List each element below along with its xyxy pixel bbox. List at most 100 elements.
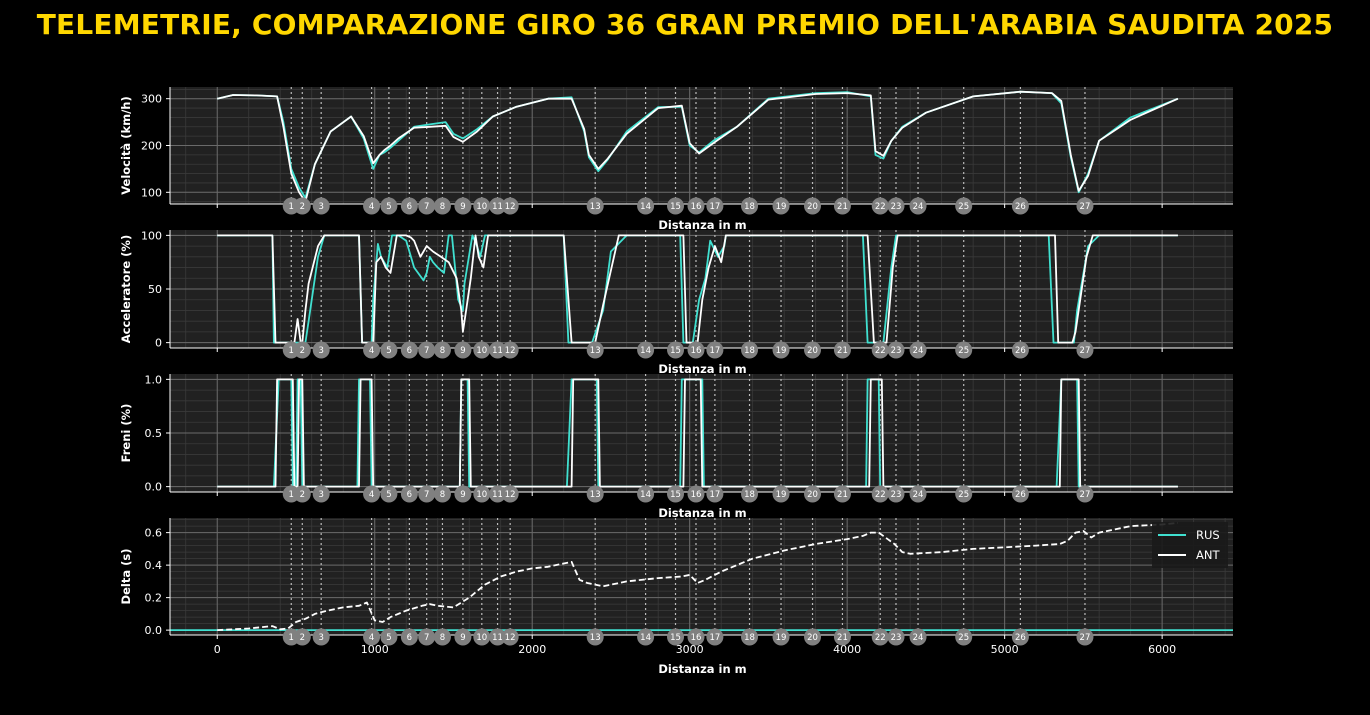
corner-marker-circle [363, 485, 381, 503]
corner-marker: 19 [772, 628, 790, 646]
corner-marker: 15 [667, 197, 685, 215]
corner-marker-circle [454, 485, 472, 503]
corner-label: 23 [891, 202, 902, 212]
corner-marker-circle [909, 341, 927, 359]
corner-label: 1 [289, 633, 294, 643]
legend: RUS ANT [1152, 522, 1228, 568]
corner-label: 27 [1080, 346, 1091, 356]
corner-marker-circle [687, 628, 705, 646]
corner-marker-circle [363, 197, 381, 215]
corner-marker: 9 [454, 485, 472, 503]
corner-label: 2 [300, 490, 305, 500]
corner-marker: 20 [804, 341, 822, 359]
corner-marker: 15 [667, 485, 685, 503]
corner-marker: 7 [418, 485, 436, 503]
corner-label: 12 [505, 490, 516, 500]
corner-marker: 4 [363, 628, 381, 646]
corner-marker: 4 [363, 341, 381, 359]
corner-marker-circle [418, 341, 436, 359]
x-axis-label: Distanza in m [658, 362, 746, 376]
corner-marker-circle [637, 197, 655, 215]
corner-label: 18 [744, 633, 755, 643]
corner-marker: 16 [687, 628, 705, 646]
corner-marker-circle [454, 341, 472, 359]
corner-marker-circle [741, 485, 759, 503]
corner-marker: 3 [312, 341, 330, 359]
corner-marker-circle [804, 197, 822, 215]
corner-marker-circle [473, 628, 491, 646]
corner-marker: 6 [400, 197, 418, 215]
corner-marker: 21 [833, 485, 851, 503]
y-axis-label: Velocità (km/h) [119, 96, 133, 194]
corner-marker-circle [833, 485, 851, 503]
corner-marker-circle [418, 485, 436, 503]
corner-label: 2 [300, 202, 305, 212]
corner-marker-circle [667, 485, 685, 503]
corner-label: 3 [318, 346, 323, 356]
corner-marker-circle [586, 485, 604, 503]
corner-marker: 8 [433, 485, 451, 503]
corner-marker: 19 [772, 341, 790, 359]
corner-label: 7 [424, 202, 429, 212]
corner-marker: 5 [380, 628, 398, 646]
corner-marker-circle [1076, 341, 1094, 359]
corner-marker-circle [887, 341, 905, 359]
corner-marker-circle [772, 628, 790, 646]
corner-marker-circle [1076, 485, 1094, 503]
corner-label: 21 [837, 346, 848, 356]
corner-marker-circle [833, 341, 851, 359]
corner-marker: 9 [454, 197, 472, 215]
corner-marker-circle [418, 628, 436, 646]
corner-label: 5 [386, 633, 391, 643]
corner-label: 11 [492, 490, 503, 500]
corner-marker: 16 [687, 341, 705, 359]
corner-marker-circle [312, 341, 330, 359]
corner-marker-circle [909, 485, 927, 503]
corner-marker: 26 [1011, 485, 1029, 503]
corner-marker-circle [637, 485, 655, 503]
corner-marker: 17 [706, 197, 724, 215]
corner-label: 4 [369, 202, 374, 212]
corner-marker-circle [887, 197, 905, 215]
corner-marker: 2 [293, 341, 311, 359]
corner-marker: 13 [586, 485, 604, 503]
x-tick-label: 4000 [833, 643, 861, 656]
y-tick-label: 0.0 [145, 624, 163, 637]
corner-marker: 7 [418, 628, 436, 646]
corner-marker: 7 [418, 341, 436, 359]
corner-label: 16 [691, 346, 702, 356]
corner-marker-circle [473, 197, 491, 215]
corner-marker-circle [312, 485, 330, 503]
corner-label: 18 [744, 202, 755, 212]
corner-label: 5 [386, 346, 391, 356]
corner-label: 22 [875, 490, 886, 500]
corner-marker-circle [955, 197, 973, 215]
corner-label: 26 [1015, 346, 1026, 356]
corner-marker-circle [418, 197, 436, 215]
corner-marker-circle [871, 628, 889, 646]
corner-marker: 10 [473, 485, 491, 503]
corner-label: 27 [1080, 633, 1091, 643]
corner-label: 1 [289, 490, 294, 500]
y-axis-label: Acceleratore (%) [119, 235, 133, 343]
corner-marker: 6 [400, 341, 418, 359]
corner-marker-circle [687, 197, 705, 215]
corner-label: 22 [875, 202, 886, 212]
corner-label: 1 [289, 202, 294, 212]
corner-marker-circle [909, 197, 927, 215]
corner-marker: 25 [955, 485, 973, 503]
corner-label: 8 [440, 202, 445, 212]
corner-marker-circle [687, 485, 705, 503]
legend-box [1152, 522, 1228, 568]
corner-marker: 15 [667, 341, 685, 359]
corner-marker: 11 [489, 341, 507, 359]
corner-label: 24 [913, 633, 924, 643]
corner-marker-circle [380, 628, 398, 646]
corner-label: 10 [476, 346, 487, 356]
corner-marker-circle [637, 341, 655, 359]
series-line-ant [217, 378, 1178, 488]
corner-label: 10 [476, 633, 487, 643]
corner-label: 11 [492, 633, 503, 643]
corner-marker-circle [706, 341, 724, 359]
corner-marker-circle [501, 485, 519, 503]
